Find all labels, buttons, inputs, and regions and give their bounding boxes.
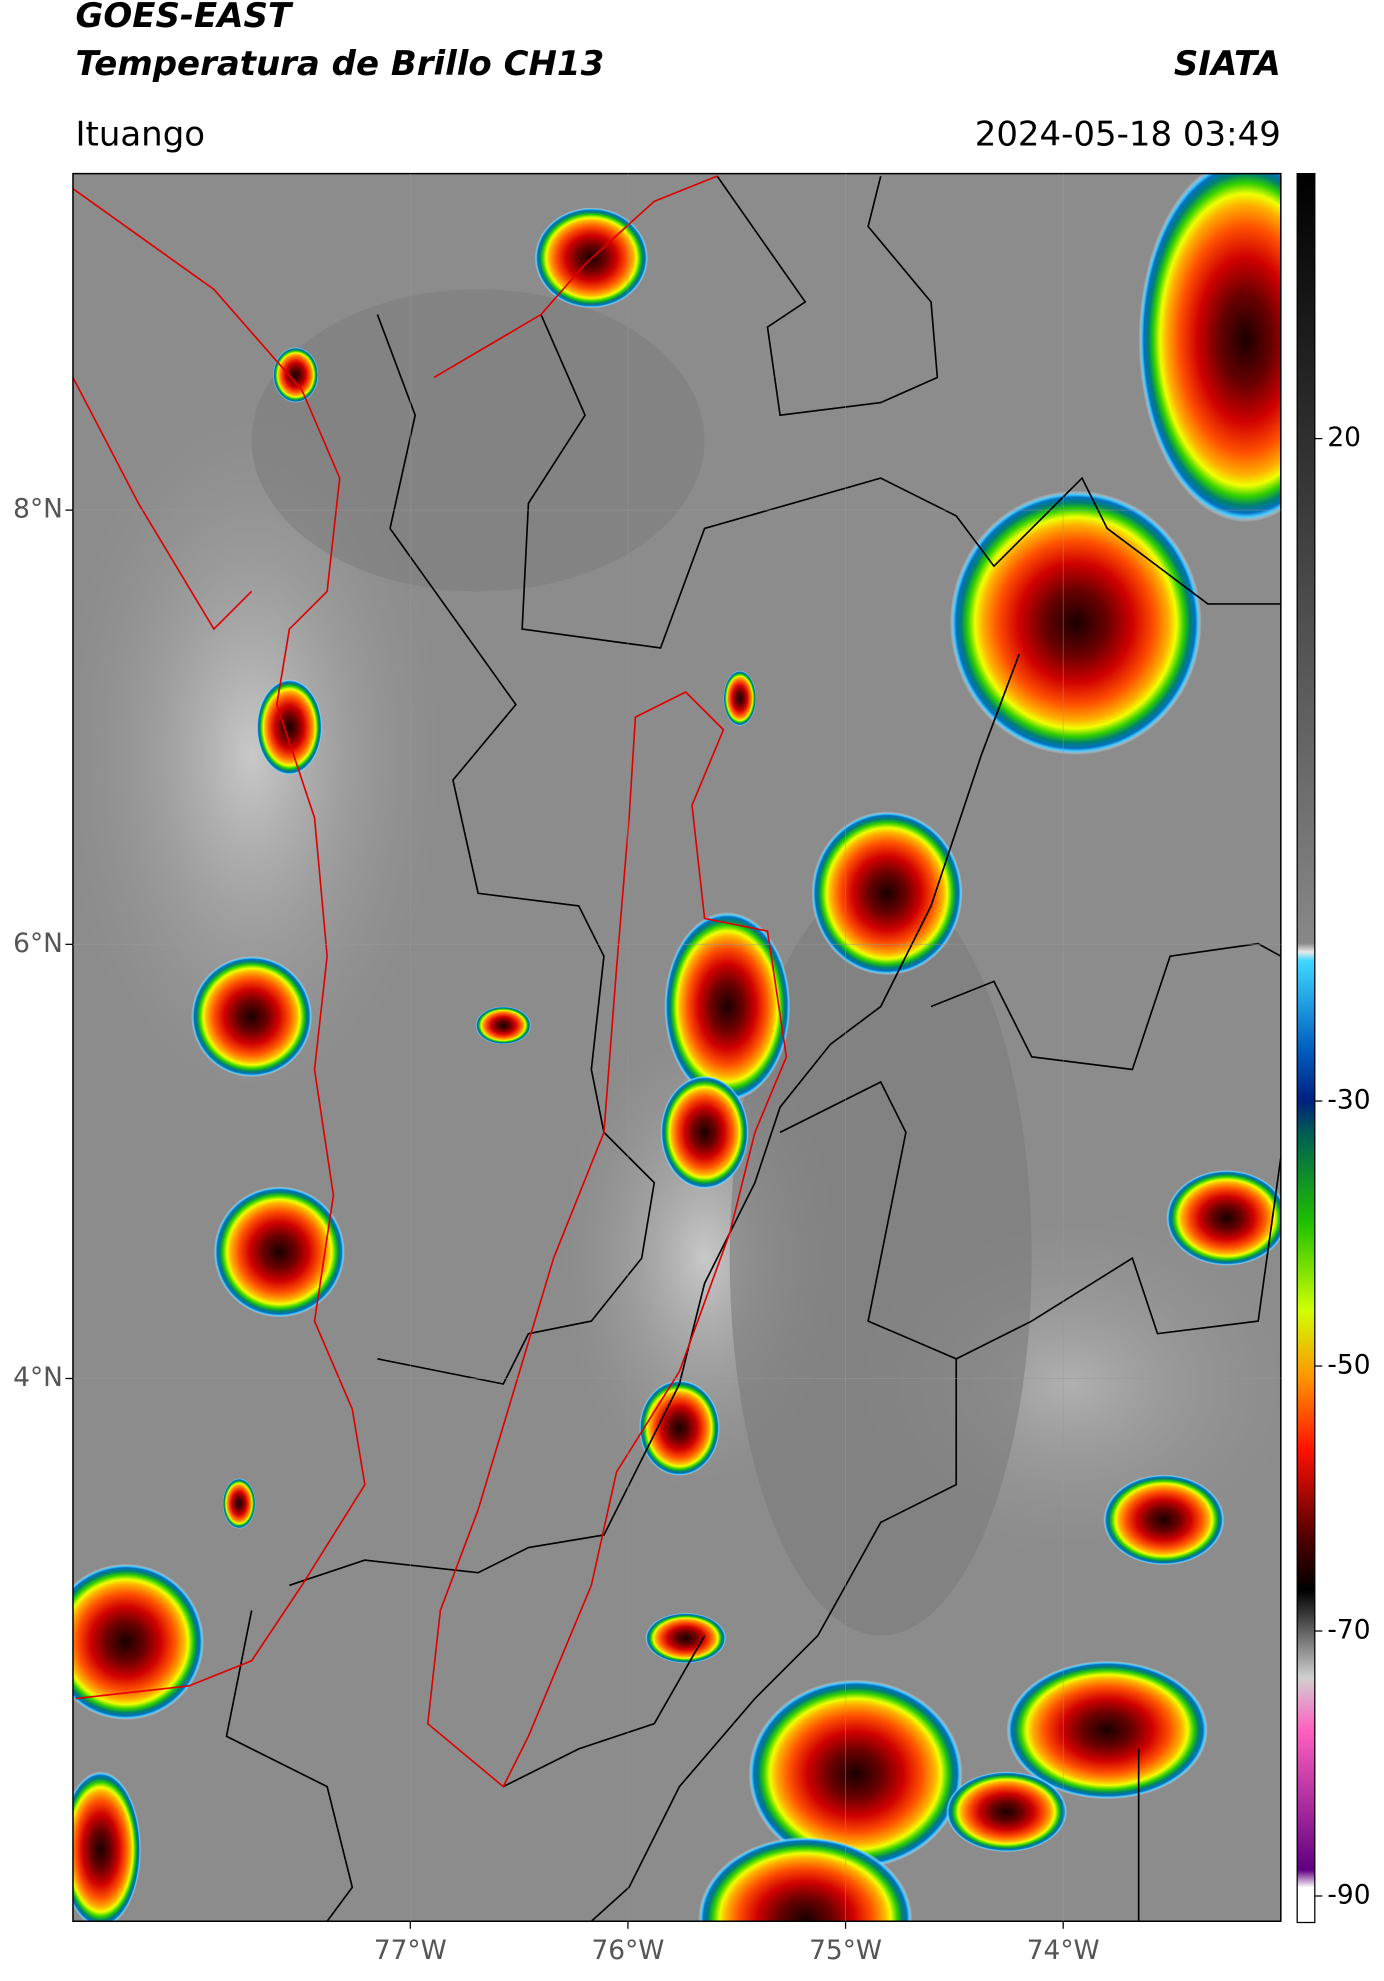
x-tick-label: 74°W bbox=[1027, 1935, 1100, 1966]
x-tick-label: 76°W bbox=[591, 1935, 664, 1966]
y-tick-label: 6°N bbox=[13, 928, 63, 959]
storm-cell bbox=[811, 811, 963, 976]
storm-cell bbox=[698, 1836, 913, 1922]
colorbar-tick-label: 20 bbox=[1327, 422, 1361, 453]
storm-cell bbox=[949, 490, 1202, 755]
red-boundaries bbox=[72, 175, 788, 1788]
storm-cell bbox=[723, 670, 757, 726]
colorbar-tick-label: -30 bbox=[1327, 1085, 1370, 1116]
map-frame bbox=[72, 172, 1282, 1922]
storm-cell bbox=[946, 1771, 1067, 1853]
storm-cell bbox=[213, 1186, 345, 1318]
storm-cell bbox=[639, 1380, 720, 1476]
y-tick-label: 8°N bbox=[13, 494, 63, 525]
storm-cell bbox=[1006, 1660, 1208, 1800]
colorbar-tick-label: -90 bbox=[1327, 1879, 1370, 1910]
storm-cell bbox=[222, 1478, 256, 1529]
storm-cell bbox=[72, 1563, 204, 1720]
colorbar-tick-label: -50 bbox=[1327, 1350, 1370, 1381]
title-line1: GOES-EAST bbox=[75, 0, 293, 36]
storm-cell bbox=[191, 956, 313, 1077]
map-area bbox=[72, 173, 1281, 1922]
location: Ituango bbox=[75, 114, 205, 154]
x-tick-label: 77°W bbox=[374, 1935, 447, 1966]
storm-cell bbox=[273, 347, 319, 403]
storm-cell bbox=[1166, 1170, 1281, 1266]
datetime: 2024-05-18 03:49 bbox=[975, 114, 1281, 154]
storm-cell bbox=[1103, 1474, 1225, 1566]
storm-cell bbox=[660, 1075, 749, 1189]
storm-cell bbox=[748, 1679, 963, 1869]
colorbar-tick-label: -70 bbox=[1327, 1615, 1370, 1646]
storm-cell bbox=[72, 1771, 141, 1922]
storm-cell bbox=[256, 679, 323, 776]
storm-cell bbox=[645, 1612, 726, 1664]
storm-cell bbox=[1138, 173, 1281, 523]
brand: SIATA bbox=[1174, 44, 1281, 84]
y-tick-label: 4°N bbox=[13, 1362, 63, 1393]
storm-cell bbox=[664, 912, 791, 1101]
colorbar bbox=[1296, 172, 1316, 1924]
storm-cell bbox=[475, 1006, 531, 1045]
title-line2: Temperatura de Brillo CH13 bbox=[75, 44, 604, 84]
x-tick-label: 75°W bbox=[809, 1935, 882, 1966]
